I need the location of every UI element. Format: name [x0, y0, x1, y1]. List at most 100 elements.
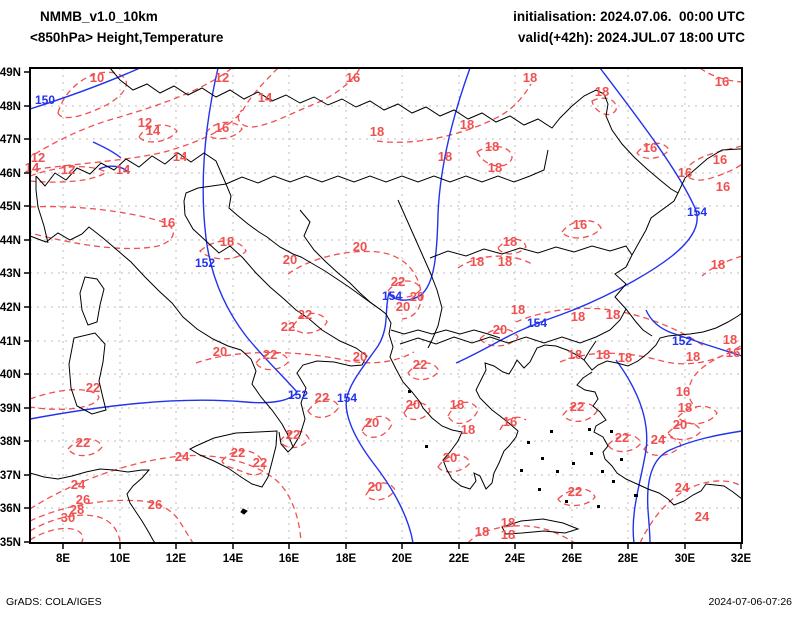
svg-text:14: 14 — [258, 90, 273, 105]
svg-text:14: 14 — [25, 160, 40, 175]
svg-text:18: 18 — [450, 397, 464, 412]
svg-text:18: 18 — [595, 84, 609, 99]
svg-text:24: 24 — [651, 432, 666, 447]
svg-text:44N: 44N — [0, 235, 21, 247]
svg-text:20: 20 — [353, 239, 367, 254]
svg-text:20: 20 — [213, 344, 227, 359]
svg-text:12: 12 — [31, 150, 45, 165]
svg-text:18: 18 — [501, 515, 515, 530]
svg-text:16: 16 — [678, 165, 692, 180]
svg-text:18: 18 — [438, 149, 452, 164]
svg-text:18: 18 — [686, 349, 700, 364]
svg-text:22: 22 — [315, 390, 329, 405]
svg-text:22: 22 — [231, 445, 245, 460]
svg-text:18: 18 — [523, 70, 537, 85]
svg-text:154: 154 — [527, 316, 547, 330]
svg-text:16: 16 — [573, 217, 587, 232]
svg-text:16: 16 — [715, 74, 729, 89]
svg-text:18: 18 — [618, 350, 632, 365]
grads-credit: GrADS: COLA/IGES — [6, 596, 102, 608]
svg-text:46N: 46N — [0, 168, 21, 180]
run-time-block: initialisation: 2024.07.06. 00:00 UTC val… — [405, 6, 745, 48]
svg-text:154: 154 — [337, 391, 357, 405]
svg-text:22: 22 — [570, 399, 584, 414]
svg-text:16: 16 — [726, 345, 740, 360]
svg-text:16: 16 — [503, 414, 517, 429]
svg-text:16: 16 — [161, 215, 175, 230]
model-name: NMMB_v1.0_10km — [40, 9, 158, 24]
temperature-contours — [29, 67, 743, 544]
svg-text:20: 20 — [410, 289, 424, 304]
svg-text:24E: 24E — [505, 553, 526, 565]
svg-text:14: 14 — [173, 149, 188, 164]
svg-text:20: 20 — [493, 322, 507, 337]
latlon-gridlines — [30, 68, 742, 543]
svg-text:24: 24 — [695, 509, 710, 524]
svg-text:18: 18 — [460, 117, 474, 132]
svg-text:18: 18 — [503, 234, 517, 249]
svg-text:152: 152 — [288, 388, 308, 402]
svg-text:49N: 49N — [0, 67, 21, 79]
svg-text:20: 20 — [365, 415, 379, 430]
svg-text:22: 22 — [281, 319, 295, 334]
svg-text:22: 22 — [76, 435, 90, 450]
svg-text:14E: 14E — [223, 553, 244, 565]
svg-text:154: 154 — [382, 289, 402, 303]
svg-text:22E: 22E — [449, 553, 470, 565]
svg-text:16: 16 — [716, 179, 730, 194]
svg-text:18: 18 — [568, 347, 582, 362]
svg-text:18: 18 — [498, 254, 512, 269]
model-title-block: NMMB_v1.0_10km <850hPa> Height,Temperatur… — [30, 6, 223, 48]
svg-text:20: 20 — [443, 450, 457, 465]
svg-text:22: 22 — [253, 455, 267, 470]
svg-text:152: 152 — [195, 256, 215, 270]
svg-text:18: 18 — [220, 234, 234, 249]
aegean-islands — [408, 390, 638, 508]
map-border — [29, 67, 743, 544]
svg-text:24: 24 — [71, 477, 86, 492]
svg-text:38N: 38N — [0, 436, 21, 448]
svg-text:18: 18 — [723, 332, 737, 347]
svg-text:22: 22 — [286, 427, 300, 442]
svg-text:47N: 47N — [0, 134, 21, 146]
svg-text:14: 14 — [116, 162, 131, 177]
svg-text:18: 18 — [485, 139, 499, 154]
svg-text:45N: 45N — [0, 201, 21, 213]
svg-text:28E: 28E — [618, 553, 639, 565]
svg-text:18: 18 — [370, 124, 384, 139]
svg-text:37N: 37N — [0, 470, 21, 482]
svg-text:30: 30 — [61, 510, 75, 525]
svg-text:20E: 20E — [392, 553, 413, 565]
svg-text:22: 22 — [568, 484, 582, 499]
svg-text:28: 28 — [70, 502, 84, 517]
svg-text:16: 16 — [643, 140, 657, 155]
svg-text:36N: 36N — [0, 503, 21, 515]
svg-text:18: 18 — [596, 347, 610, 362]
svg-text:152: 152 — [672, 334, 692, 348]
svg-text:16: 16 — [676, 384, 690, 399]
plot-timestamp: 2024-07-06-07:26 — [708, 596, 792, 608]
svg-text:10E: 10E — [110, 553, 131, 565]
valid-time: valid(+42h): 2024.JUL.07 18:00 UTC — [518, 30, 745, 45]
svg-text:18: 18 — [475, 524, 489, 539]
svg-text:16: 16 — [215, 120, 229, 135]
svg-text:22: 22 — [298, 307, 312, 322]
svg-text:22: 22 — [86, 380, 100, 395]
svg-text:18E: 18E — [336, 553, 357, 565]
svg-text:150: 150 — [35, 93, 55, 107]
svg-text:18: 18 — [501, 527, 515, 542]
svg-text:18: 18 — [711, 257, 725, 272]
svg-text:20: 20 — [283, 252, 297, 267]
initialisation-time: initialisation: 2024.07.06. 00:00 UTC — [513, 9, 745, 24]
svg-text:18: 18 — [461, 422, 475, 437]
svg-text:26E: 26E — [562, 553, 583, 565]
svg-text:18: 18 — [606, 307, 620, 322]
svg-text:12: 12 — [138, 115, 152, 130]
svg-text:20: 20 — [353, 349, 367, 364]
svg-text:22: 22 — [263, 347, 277, 362]
svg-text:32E: 32E — [731, 553, 752, 565]
svg-text:12E: 12E — [166, 553, 187, 565]
